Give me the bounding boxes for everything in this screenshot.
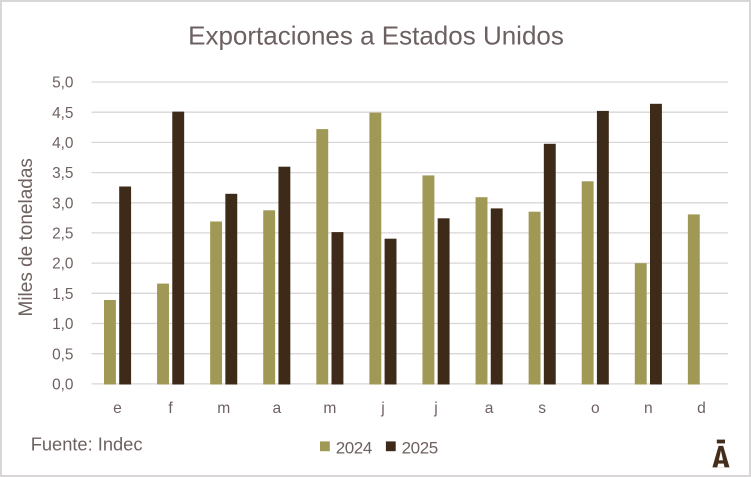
svg-text:2,5: 2,5 xyxy=(52,226,73,243)
svg-text:3,5: 3,5 xyxy=(52,165,73,182)
svg-text:a: a xyxy=(272,400,281,417)
svg-text:j: j xyxy=(380,400,384,417)
svg-text:4,5: 4,5 xyxy=(52,105,73,122)
svg-text:Fuente: Indec: Fuente: Indec xyxy=(31,433,143,454)
svg-text:o: o xyxy=(591,400,600,417)
svg-text:m: m xyxy=(217,400,230,417)
svg-text:3,0: 3,0 xyxy=(52,195,73,212)
svg-text:4,0: 4,0 xyxy=(52,135,73,152)
svg-text:2,0: 2,0 xyxy=(52,256,73,273)
svg-text:n: n xyxy=(644,400,653,417)
svg-text:a: a xyxy=(485,400,494,417)
svg-text:s: s xyxy=(538,400,546,417)
svg-text:0,5: 0,5 xyxy=(52,346,73,363)
svg-text:Miles de toneladas: Miles de toneladas xyxy=(16,158,37,316)
svg-text:j: j xyxy=(433,400,437,417)
svg-text:f: f xyxy=(168,400,173,417)
svg-text:5,0: 5,0 xyxy=(52,75,73,92)
svg-text:e: e xyxy=(113,400,122,417)
svg-text:1,0: 1,0 xyxy=(52,316,73,333)
svg-text:d: d xyxy=(697,400,706,417)
svg-text:m: m xyxy=(323,400,336,417)
svg-text:1,5: 1,5 xyxy=(52,286,73,303)
svg-text:0,0: 0,0 xyxy=(52,377,73,394)
svg-text:2024: 2024 xyxy=(336,438,372,457)
svg-text:2025: 2025 xyxy=(402,438,438,457)
svg-text:Exportaciones a Estados Unidos: Exportaciones a Estados Unidos xyxy=(188,21,564,51)
